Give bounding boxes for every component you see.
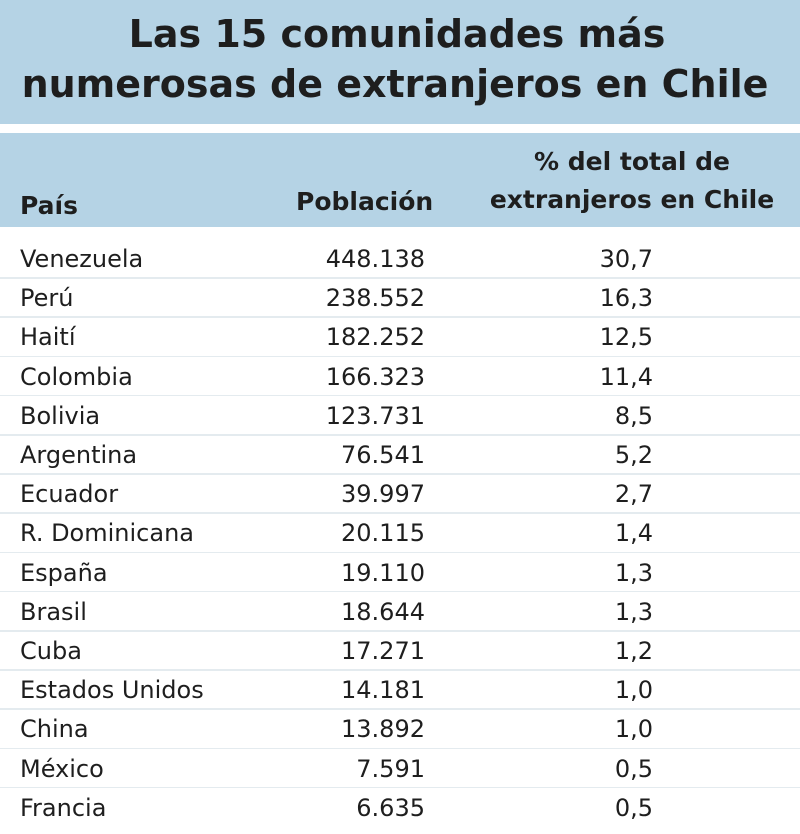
country-cell: Argentina <box>20 441 138 469</box>
row-separator <box>0 669 800 671</box>
population-cell: 39.997 <box>341 480 425 509</box>
country-cell: Brasil <box>20 597 87 626</box>
share-cell: 0,5 <box>614 754 653 783</box>
row-separator <box>0 316 800 318</box>
share-cell: 11,4 <box>599 362 653 391</box>
country-cell: España <box>20 558 108 587</box>
row-separator <box>0 277 800 279</box>
share-cell: 30,7 <box>599 245 653 273</box>
share-cell: 16,3 <box>599 284 653 313</box>
table-row <box>0 395 800 434</box>
population-cell: 13.892 <box>341 715 425 744</box>
table-row <box>0 748 800 787</box>
population-cell: 20.115 <box>341 519 425 548</box>
row-separator <box>0 708 800 710</box>
share-cell: 5,2 <box>614 441 653 469</box>
population-cell: 19.110 <box>341 558 425 587</box>
column-header-country: País <box>20 191 78 220</box>
country-cell: Haití <box>20 323 76 352</box>
share-cell: 12,5 <box>599 323 653 352</box>
share-cell: 2,7 <box>614 480 653 509</box>
row-separator <box>0 473 800 475</box>
chart-title-line-1: Las 15 comunidades más <box>128 12 666 56</box>
title-gap <box>0 124 800 133</box>
country-cell: Venezuela <box>20 245 144 273</box>
population-cell: 76.541 <box>341 441 425 469</box>
column-header-share-line-2: extranjeros en Chile <box>489 185 775 214</box>
row-separator <box>0 747 800 750</box>
table-row <box>0 709 800 748</box>
population-cell: 166.323 <box>325 362 425 391</box>
country-cell: Bolivia <box>20 401 101 430</box>
share-cell: 1,2 <box>614 637 653 665</box>
population-cell: 17.271 <box>341 637 425 665</box>
country-cell: R. Dominicana <box>20 519 194 548</box>
table-row <box>0 278 800 317</box>
population-cell: 238.552 <box>325 284 425 313</box>
share-cell: 0,5 <box>614 793 653 822</box>
country-cell: Francia <box>20 793 107 822</box>
row-separator <box>0 786 800 789</box>
title-band <box>0 0 800 124</box>
country-cell: Cuba <box>20 637 82 665</box>
population-cell: 14.181 <box>341 676 425 705</box>
country-cell: Ecuador <box>20 480 119 509</box>
row-separator <box>0 551 800 554</box>
country-cell: China <box>20 715 89 744</box>
table-row <box>0 631 800 669</box>
table-row <box>0 552 800 591</box>
table-row <box>0 591 800 630</box>
population-cell: 7.591 <box>356 754 425 783</box>
table-row <box>0 513 800 552</box>
row-separator <box>0 590 800 593</box>
share-cell: 8,5 <box>614 401 653 430</box>
row-separator <box>0 394 800 397</box>
table-row <box>0 670 800 709</box>
row-separator <box>0 512 800 514</box>
table-row <box>0 317 800 356</box>
row-separator <box>0 355 800 358</box>
row-separator <box>0 434 800 436</box>
country-cell: Perú <box>20 284 74 313</box>
share-cell: 1,4 <box>614 519 653 548</box>
header-band <box>0 133 800 227</box>
table-row <box>0 787 800 826</box>
population-cell: 18.644 <box>341 597 425 626</box>
country-cell: Colombia <box>20 362 133 391</box>
population-cell: 6.635 <box>356 793 425 822</box>
table-row <box>0 474 800 513</box>
share-cell: 1,3 <box>614 558 653 587</box>
table-row <box>0 435 800 473</box>
share-cell: 1,0 <box>614 715 653 744</box>
table-row <box>0 356 800 395</box>
population-cell: 448.138 <box>325 245 425 273</box>
share-cell: 1,0 <box>614 676 653 705</box>
column-header-share-line-1: % del total de <box>534 147 730 176</box>
share-cell: 1,3 <box>614 597 653 626</box>
population-cell: 182.252 <box>325 323 425 352</box>
country-cell: Estados Unidos <box>20 676 204 705</box>
row-separator <box>0 630 800 632</box>
country-cell: México <box>20 754 104 783</box>
population-cell: 123.731 <box>325 401 425 430</box>
chart-title-line-2: numerosas de extranjeros en Chile <box>21 62 769 106</box>
column-header-population: Población <box>296 187 434 216</box>
table-row <box>0 239 800 277</box>
